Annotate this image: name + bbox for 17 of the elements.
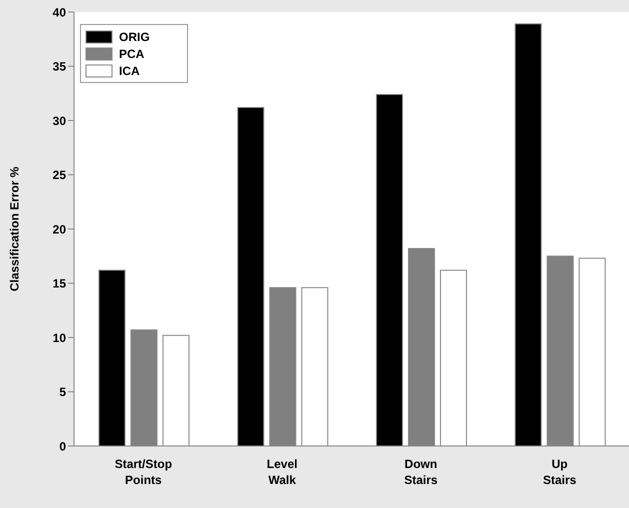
y-tick-label: 5 [59, 385, 66, 400]
legend-label: PCA [119, 46, 144, 60]
y-tick-label: 40 [52, 5, 66, 20]
x-tick-label: Up Stairs [542, 457, 577, 487]
y-tick-label: 35 [52, 60, 66, 74]
y-tick-label: 30 [52, 114, 66, 128]
y-tick-label: 10 [52, 330, 66, 345]
x-tick-label: Down Stairs [404, 457, 438, 487]
y-tick-label: 25 [52, 168, 66, 182]
y-tick-label: 0 [59, 439, 66, 454]
x-tick-label: Start/Stop Points [114, 457, 172, 487]
legend-label: ORIG [119, 30, 150, 44]
y-tick-label: 15 [52, 276, 66, 291]
y-tick-label: 20 [52, 222, 66, 236]
y-axis-title: Classification Error % [7, 166, 22, 292]
x-tick-label: Level Walk [266, 457, 298, 487]
legend-label: ICA [119, 64, 140, 78]
